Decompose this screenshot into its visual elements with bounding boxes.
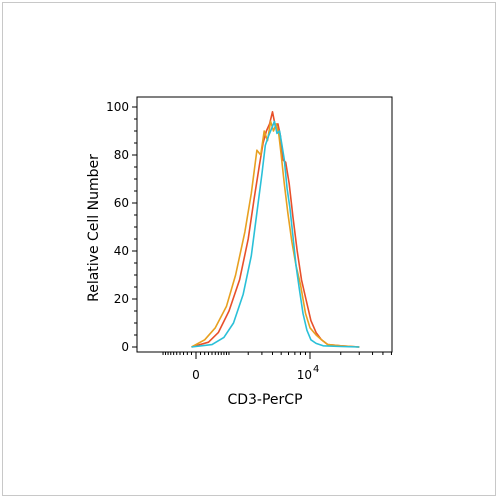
x-axis-title: CD3-PerCP <box>227 392 302 408</box>
series-lines <box>191 111 360 348</box>
x-tick-exponent: 4 <box>313 364 319 375</box>
y-tick-label: 100 <box>106 100 129 114</box>
image-frame <box>2 2 496 496</box>
y-tick-label: 60 <box>114 196 129 210</box>
series-line-1 <box>191 111 360 348</box>
plot-border <box>136 96 393 353</box>
x-tick-label: 10 <box>297 368 312 382</box>
y-tick-label: 20 <box>114 292 129 306</box>
x-tick-label: 0 <box>192 368 200 382</box>
series-line-3 <box>191 120 360 348</box>
y-tick-label: 40 <box>114 244 129 258</box>
x-axis: 0 10 4 <box>162 352 392 382</box>
y-tick-label: 0 <box>121 340 129 354</box>
plot-frame <box>136 96 393 353</box>
series-line-2 <box>191 120 360 348</box>
y-tick-label: 80 <box>114 148 129 162</box>
y-axis: 0 20 40 60 80 100 <box>106 100 137 354</box>
y-axis-title: Relative Cell Number <box>86 154 102 302</box>
